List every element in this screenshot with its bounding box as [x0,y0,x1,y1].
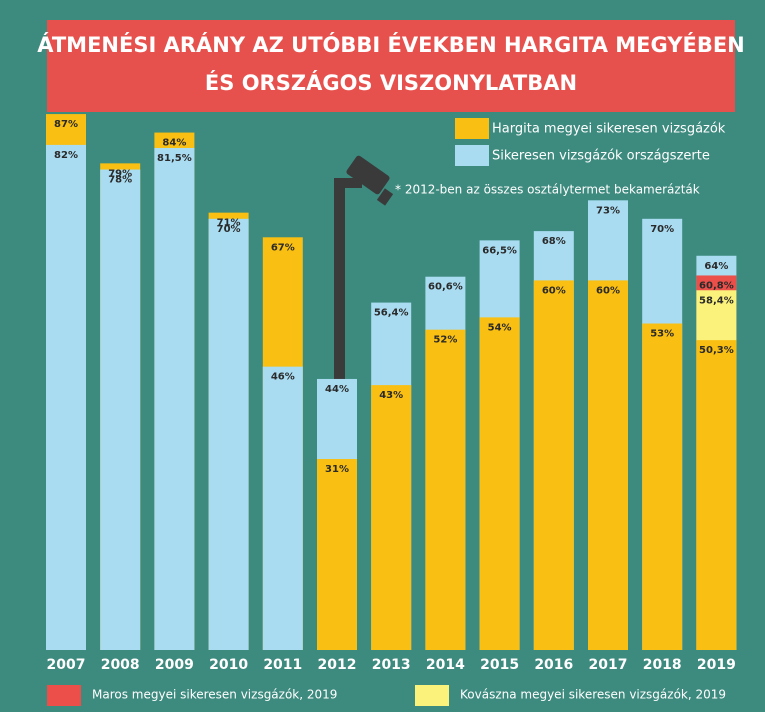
value-label: 56,4% [374,308,409,319]
chart-title: ÉS ORSZÁGOS VISZONYLATBAN [205,70,577,95]
bar [534,280,574,650]
bar [209,219,249,650]
legend-label: Maros megyei sikeresen vizsgázók, 2019 [92,688,337,702]
value-label: 67% [271,242,295,253]
legend-swatch [415,685,449,706]
chart-title: ÁTMENÉSI ARÁNY AZ UTÓBBI ÉVEKBEN HARGITA… [37,32,745,57]
value-label: 60% [596,285,620,296]
legend-swatch [47,685,81,706]
value-label: 60,6% [428,282,463,293]
bar [100,170,140,650]
bar [371,385,411,650]
legend-label: Sikeresen vizsgázók országszerte [492,149,710,164]
bar [642,324,682,650]
x-tick-label: 2017 [589,657,628,673]
value-label: 50,3% [699,345,734,356]
value-label: 46% [271,372,295,383]
value-label: 70% [650,224,674,235]
x-tick-label: 2009 [155,657,194,673]
value-label: 53% [650,329,674,340]
value-label: 54% [488,322,512,333]
bar [696,340,736,650]
bar [46,145,86,650]
x-tick-label: 2019 [697,657,736,673]
x-tick-label: 2007 [47,657,86,673]
chart: ÁTMENÉSI ARÁNY AZ UTÓBBI ÉVEKBEN HARGITA… [0,0,765,712]
value-label: 87% [54,119,78,130]
value-label: 82% [54,150,78,161]
x-tick-label: 2014 [426,657,465,673]
legend-label: Hargita megyei sikeresen vizsgázók [492,122,726,137]
value-label: 81,5% [157,153,192,164]
bar [588,280,628,650]
value-label: 58,4% [699,295,734,306]
value-label: 84% [162,138,186,149]
value-label: 64% [704,261,728,272]
value-label: 44% [325,384,349,395]
bar [263,367,303,650]
x-tick-label: 2012 [318,657,357,673]
x-tick-label: 2010 [209,657,248,673]
value-label: 70% [217,224,241,235]
value-label: 78% [108,175,132,186]
bar [154,148,194,650]
x-tick-label: 2018 [643,657,682,673]
value-label: 66,5% [482,245,517,256]
legend-swatch [455,145,489,166]
legend-label: Kovászna megyei sikeresen vizsgázók, 201… [460,688,726,702]
x-tick-label: 2013 [372,657,411,673]
value-label: 31% [325,464,349,475]
x-tick-label: 2011 [263,657,302,673]
bar [317,459,357,650]
legend-swatch [455,118,489,139]
bar [480,317,520,650]
value-label: 73% [596,205,620,216]
value-label: 60% [542,285,566,296]
annotation: * 2012-ben az összes osztálytermet bekam… [395,183,700,197]
bar [425,330,465,650]
value-label: 43% [379,390,403,401]
page: {"chart_data": {"type": "overlap-bar", "… [0,0,765,712]
x-tick-label: 2016 [534,657,573,673]
x-tick-label: 2008 [101,657,140,673]
x-tick-label: 2015 [480,657,519,673]
value-label: 52% [433,335,457,346]
value-label: 68% [542,236,566,247]
value-label: 60,8% [699,280,734,291]
